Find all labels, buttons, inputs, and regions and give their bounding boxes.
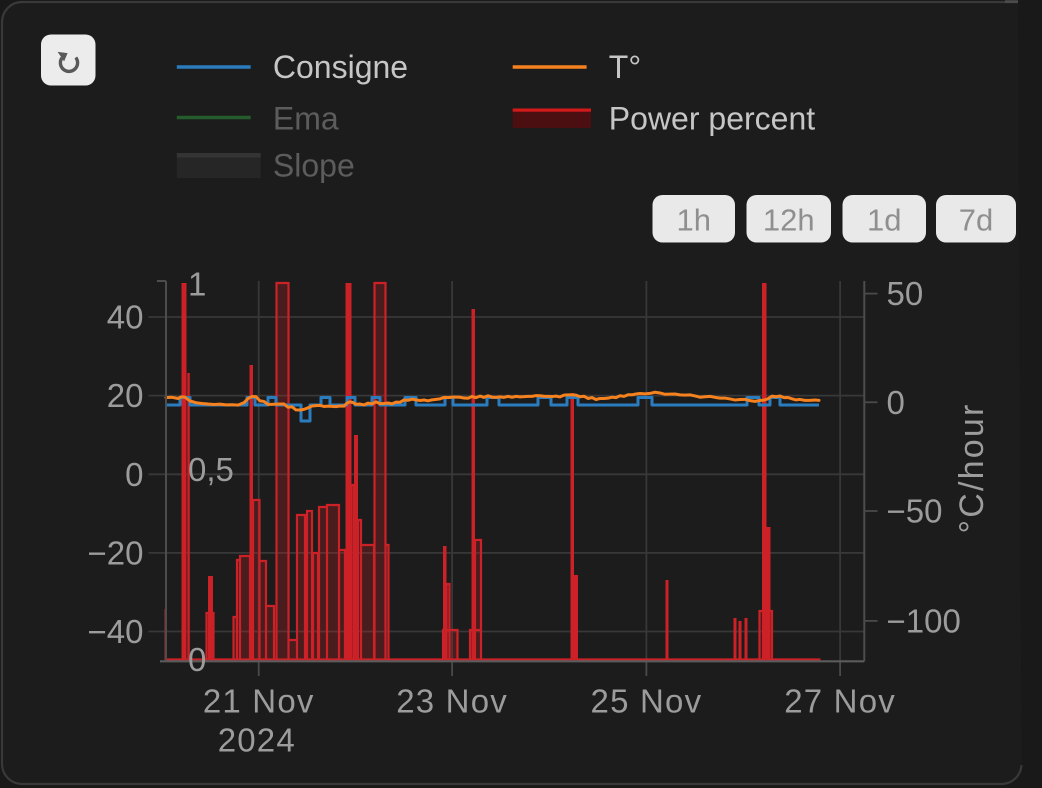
svg-text:°C/hour: °C/hour: [953, 402, 991, 533]
svg-text:1h: 1h: [677, 203, 711, 238]
svg-text:0: 0: [125, 456, 143, 493]
svg-text:Power percent: Power percent: [609, 101, 815, 137]
svg-text:40: 40: [107, 299, 144, 336]
svg-text:23 Nov: 23 Nov: [396, 683, 508, 720]
svg-text:0: 0: [887, 384, 905, 421]
svg-text:0: 0: [188, 641, 206, 678]
svg-text:20: 20: [107, 377, 144, 414]
svg-text:1: 1: [188, 266, 206, 303]
svg-text:Ema: Ema: [273, 101, 339, 137]
svg-text:Slope: Slope: [273, 148, 355, 184]
svg-text:Consigne: Consigne: [273, 49, 408, 85]
svg-text:1d: 1d: [867, 203, 901, 238]
svg-text:−50: −50: [887, 493, 943, 530]
svg-text:0,5: 0,5: [188, 451, 234, 488]
svg-text:50: 50: [887, 275, 924, 312]
svg-text:12h: 12h: [763, 203, 815, 238]
svg-text:−20: −20: [88, 534, 144, 571]
svg-text:27 Nov: 27 Nov: [784, 683, 896, 720]
svg-text:−40: −40: [88, 613, 144, 650]
svg-text:2024: 2024: [218, 722, 296, 759]
svg-text:7d: 7d: [959, 203, 993, 238]
svg-text:21 Nov: 21 Nov: [203, 683, 315, 720]
svg-text:25 Nov: 25 Nov: [591, 683, 703, 720]
svg-text:T°: T°: [609, 49, 641, 85]
svg-text:−100: −100: [887, 602, 961, 639]
